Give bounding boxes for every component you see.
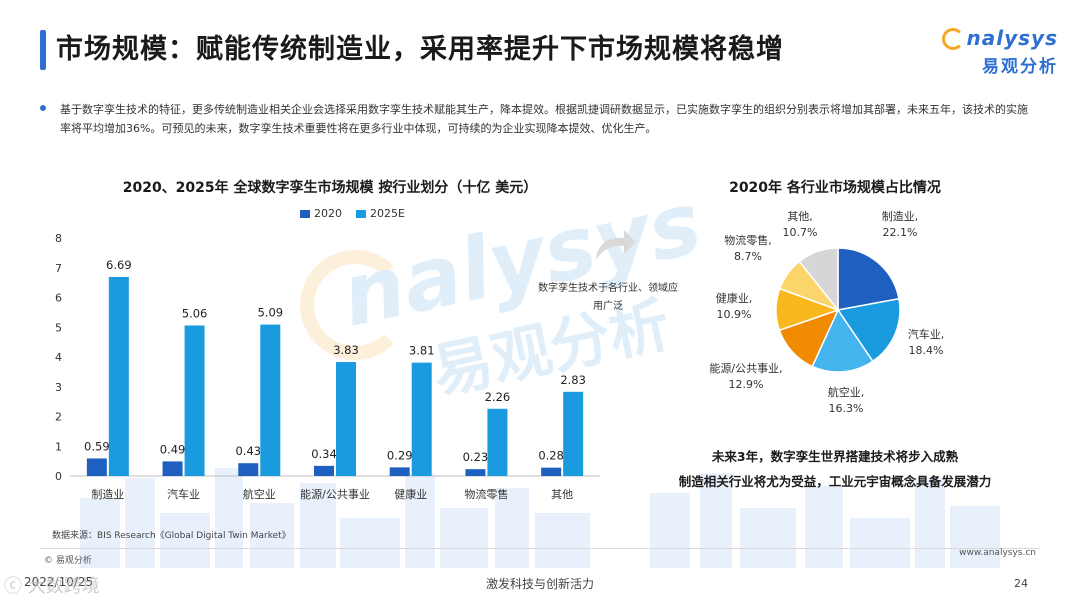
title-accent-bar xyxy=(40,30,46,70)
footer-slogan: 激发科技与创新活力 xyxy=(485,577,594,591)
bar-2020-4 xyxy=(389,467,410,476)
legend-label-2020: 2020 xyxy=(314,207,342,220)
legend-item-2020: 2020 xyxy=(300,207,342,220)
pie-label-6: 其他, xyxy=(787,210,813,223)
pie-label-0: 制造业, xyxy=(882,209,919,223)
y-tick-label-2: 2 xyxy=(55,411,62,424)
x-category-label-6: 其他 xyxy=(551,488,573,501)
pie-label-4: 健康业, xyxy=(716,291,753,305)
bar-chart: 0 1 2 3 4 5 6 7 8 0.59 6.69 制造业 0.49 5.06 汽车业 0.43 5.09 航… xyxy=(55,232,600,501)
x-category-label-1: 汽车业 xyxy=(167,487,200,501)
data-label-2020-3: 0.34 xyxy=(311,447,337,461)
data-source: 数据来源：BIS Research《Global Digital Twin Ma… xyxy=(52,531,291,541)
bar-2025e-3 xyxy=(336,362,356,476)
bar-2025e-2 xyxy=(260,324,281,476)
page-number: 24 xyxy=(1014,577,1028,590)
intro-paragraph: 基于数字孪生技术的特征，更多传统制造业相关企业会选择采用数字孪生技术赋能其生产，… xyxy=(60,103,1028,135)
bar-chart-legend: 2020 2025E xyxy=(300,207,405,220)
y-tick-label-8: 8 xyxy=(55,232,62,245)
pie-pct-1: 18.4% xyxy=(909,344,944,357)
x-category-label-4: 健康业 xyxy=(394,487,427,501)
data-label-2025e-1: 5.06 xyxy=(182,306,208,320)
y-tick-label-1: 1 xyxy=(55,440,62,453)
bar-2025e-1 xyxy=(184,325,205,476)
report-date: 2022/10/25 xyxy=(24,575,94,589)
legend-swatch-2025e xyxy=(356,209,366,218)
pie-chart: 制造业, 22.1% 汽车业, 18.4% 航空业, 16.3% 能源/公共事业, 12.9%… xyxy=(709,209,945,415)
conclusion-line-2: 制造相关行业将尤为受益，工业元宇宙概念具备发展潜力 xyxy=(678,474,992,489)
pie-label-2: 航空业, xyxy=(828,385,865,399)
footer-divider xyxy=(40,548,1040,549)
bar-2020-6 xyxy=(541,467,562,476)
x-category-label-3: 能源/公共事业 xyxy=(300,487,370,501)
pie-pct-6: 10.7% xyxy=(783,226,818,239)
pie-pct-4: 10.9% xyxy=(717,308,752,321)
data-label-2025e-5: 2.26 xyxy=(485,390,511,404)
y-tick-label-7: 7 xyxy=(55,262,62,275)
bar-2020-5 xyxy=(465,469,486,476)
data-label-2020-6: 0.28 xyxy=(538,449,564,463)
data-label-2020-1: 0.49 xyxy=(160,442,186,456)
pie-pct-0: 22.1% xyxy=(883,226,918,239)
pie-pct-2: 16.3% xyxy=(829,402,864,415)
pie-pct-3: 12.9% xyxy=(729,378,764,391)
data-label-2025e-6: 2.83 xyxy=(560,373,586,387)
legend-swatch-2020 xyxy=(300,209,310,218)
y-tick-label-4: 4 xyxy=(55,351,62,364)
copyright: © 易观分析 xyxy=(44,556,92,566)
bar-2025e-4 xyxy=(411,362,432,476)
bar-2020-1 xyxy=(162,461,183,476)
legend-item-2025e: 2025E xyxy=(356,207,405,220)
bar-2025e-6 xyxy=(563,391,584,476)
pie-slice-6 xyxy=(798,247,839,313)
pie-slice-2 xyxy=(811,308,874,373)
page-title: 市场规模：赋能传统制造业，采用率提升下市场规模将稳增 xyxy=(56,34,784,65)
x-category-label-0: 制造业 xyxy=(91,487,124,501)
pie-label-3: 能源/公共事业, xyxy=(709,361,782,375)
bar-2020-0 xyxy=(86,458,107,476)
pie-slice-1 xyxy=(836,297,901,363)
data-label-2025e-4: 3.81 xyxy=(409,344,435,358)
logo-wordmark: nalysys xyxy=(966,26,1058,50)
bar-chart-title: 2020、2025年 全球数字孪生市场规模 按行业划分（十亿 美元） xyxy=(122,180,538,196)
analysys-logo: nalysys 易观分析 xyxy=(940,26,1058,78)
data-label-2025e-0: 6.69 xyxy=(106,258,132,272)
bar-2025e-0 xyxy=(108,276,129,476)
bullet-icon xyxy=(40,105,46,111)
callout-text: 数字孪生技术于各行业、领域应用广泛 xyxy=(538,283,678,312)
bar-2020-2 xyxy=(238,463,259,476)
pie-slice-0 xyxy=(837,247,900,311)
curved-arrow-icon xyxy=(596,230,636,260)
data-label-2025e-2: 5.09 xyxy=(257,306,283,320)
logo-swoosh-icon xyxy=(942,28,964,50)
conclusion: 未来3年，数字孪生世界搭建技术将步入成熟 制造相关行业将尤为受益，工业元宇宙概念… xyxy=(650,444,1020,494)
x-category-label-2: 航空业 xyxy=(243,487,276,501)
legend-label-2025e: 2025E xyxy=(370,207,405,220)
y-tick-label-5: 5 xyxy=(55,321,62,334)
y-tick-label-0: 0 xyxy=(55,470,62,483)
y-tick-label-6: 6 xyxy=(55,292,62,305)
data-label-2020-5: 0.23 xyxy=(463,450,489,464)
x-category-label-5: 物流零售 xyxy=(464,487,508,501)
conclusion-line-1: 未来3年，数字孪生世界搭建技术将步入成熟 xyxy=(711,449,959,464)
data-label-2020-0: 0.59 xyxy=(84,439,110,453)
pie-pct-5: 8.7% xyxy=(734,250,762,263)
data-label-2020-4: 0.29 xyxy=(387,448,413,462)
data-label-2025e-3: 3.83 xyxy=(333,343,359,357)
bar-2025e-5 xyxy=(487,408,508,476)
overlay-watermark: ⓒ 大数跨境 xyxy=(4,576,100,597)
pie-label-5: 物流零售, xyxy=(724,233,772,247)
website-link[interactable]: www.analysys.cn xyxy=(959,548,1036,558)
pie-chart-title: 2020年 各行业市场规模占比情况 xyxy=(729,180,941,196)
data-label-2020-2: 0.43 xyxy=(235,444,261,458)
pie-label-1: 汽车业, xyxy=(908,327,945,341)
logo-chinese-name: 易观分析 xyxy=(982,57,1058,77)
bar-2020-3 xyxy=(314,465,334,476)
y-tick-label-3: 3 xyxy=(55,381,62,394)
